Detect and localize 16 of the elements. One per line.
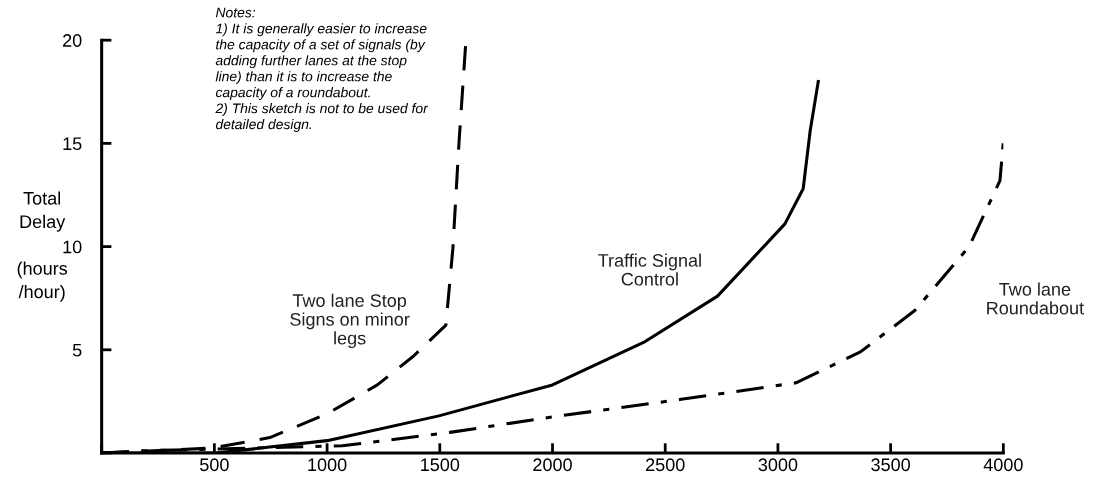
- x-tick-label: 1000: [308, 458, 347, 472]
- y-tick-label: 5: [72, 343, 82, 357]
- x-tick-label: 2500: [646, 458, 685, 472]
- annotation: Notes: 1) It is generally easier to increase the capacity of a set of signals (by adding further lanes at the stop line) than it is to increase the capacity of a roundabout. 2) This sketch is not to be used for detailed design.: [215, 7, 429, 132]
- y-tick-label: 10: [63, 240, 82, 254]
- series-label: Traffic Signal Control: [598, 253, 701, 286]
- x-tick-label: 500: [200, 458, 229, 472]
- series-label: Two lane Stop Signs on minor legs: [290, 293, 410, 349]
- y-tick-label: 20: [63, 34, 82, 47]
- x-tick-label: 2000: [533, 458, 572, 472]
- x-tick-label: 1500: [421, 458, 460, 472]
- y-tick-label: 15: [63, 137, 82, 151]
- x-tick-label: 4000: [983, 458, 1023, 472]
- x-tick-label: 3500: [871, 458, 911, 472]
- text: Two lane Roundabout: [987, 282, 1084, 315]
- x-tick-label: 3000: [758, 458, 798, 472]
